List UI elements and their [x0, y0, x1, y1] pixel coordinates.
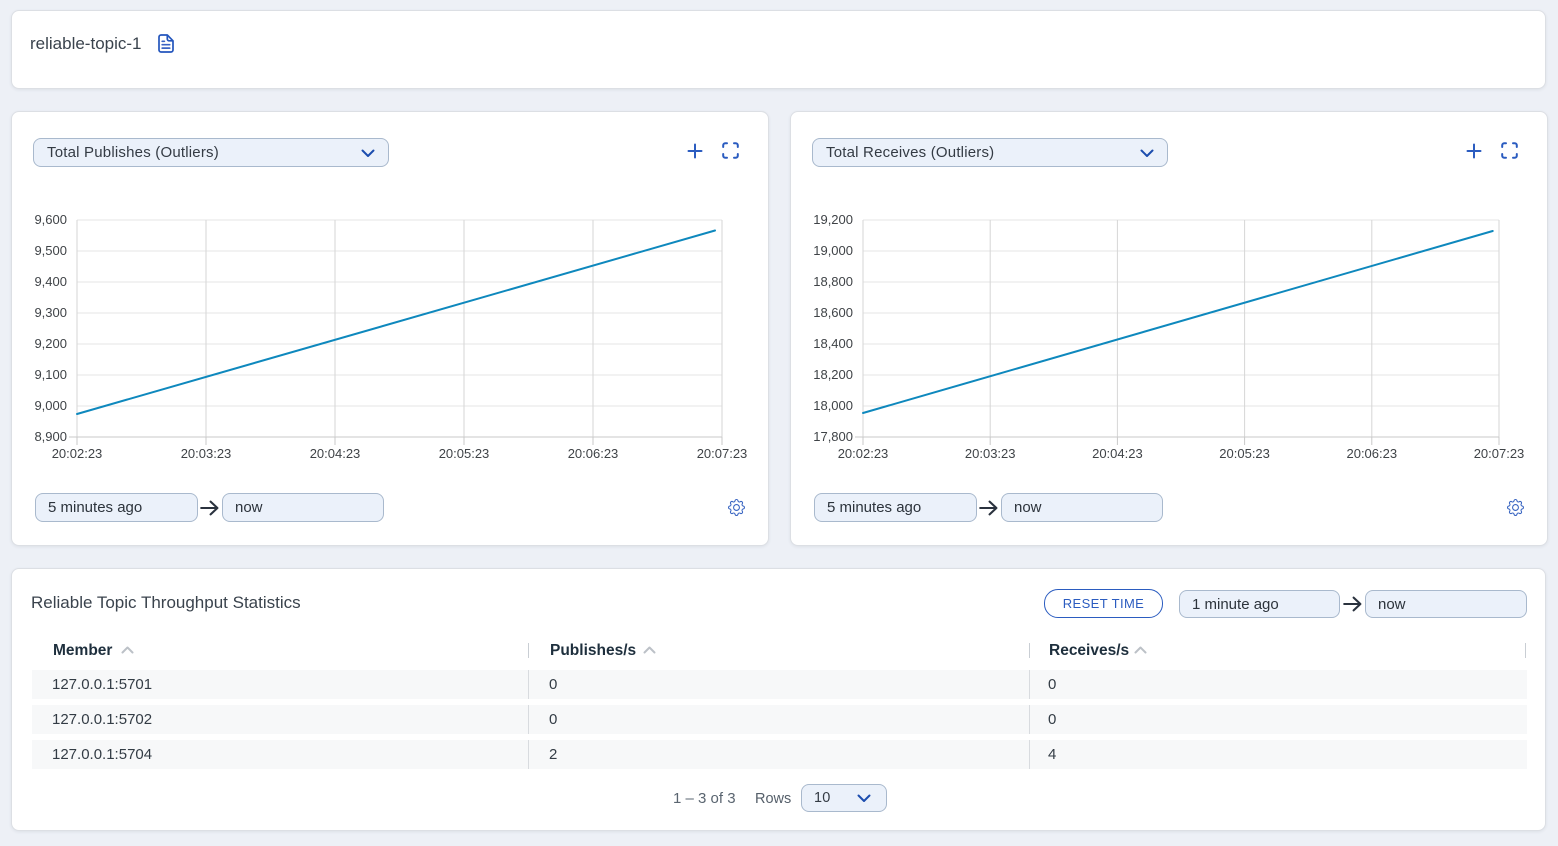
- svg-text:20:07:23: 20:07:23: [1474, 446, 1525, 461]
- svg-text:9,200: 9,200: [34, 336, 67, 351]
- svg-text:20:02:23: 20:02:23: [838, 446, 889, 461]
- svg-text:20:06:23: 20:06:23: [568, 446, 619, 461]
- svg-text:9,500: 9,500: [34, 243, 67, 258]
- svg-text:18,600: 18,600: [813, 305, 853, 320]
- svg-text:18,000: 18,000: [813, 398, 853, 413]
- svg-text:20:03:23: 20:03:23: [965, 446, 1016, 461]
- svg-text:9,300: 9,300: [34, 305, 67, 320]
- svg-text:17,800: 17,800: [813, 429, 853, 444]
- svg-text:9,000: 9,000: [34, 398, 67, 413]
- svg-text:8,900: 8,900: [34, 429, 67, 444]
- svg-text:18,200: 18,200: [813, 367, 853, 382]
- svg-text:18,800: 18,800: [813, 274, 853, 289]
- svg-text:20:05:23: 20:05:23: [439, 446, 490, 461]
- svg-text:9,600: 9,600: [34, 212, 67, 227]
- svg-text:18,400: 18,400: [813, 336, 853, 351]
- svg-text:20:06:23: 20:06:23: [1346, 446, 1397, 461]
- svg-text:19,000: 19,000: [813, 243, 853, 258]
- svg-text:20:05:23: 20:05:23: [1219, 446, 1270, 461]
- svg-text:20:07:23: 20:07:23: [697, 446, 748, 461]
- svg-text:9,100: 9,100: [34, 367, 67, 382]
- svg-text:19,200: 19,200: [813, 212, 853, 227]
- svg-text:20:04:23: 20:04:23: [310, 446, 361, 461]
- svg-text:20:02:23: 20:02:23: [52, 446, 103, 461]
- svg-text:20:03:23: 20:03:23: [181, 446, 232, 461]
- svg-text:20:04:23: 20:04:23: [1092, 446, 1143, 461]
- svg-text:9,400: 9,400: [34, 274, 67, 289]
